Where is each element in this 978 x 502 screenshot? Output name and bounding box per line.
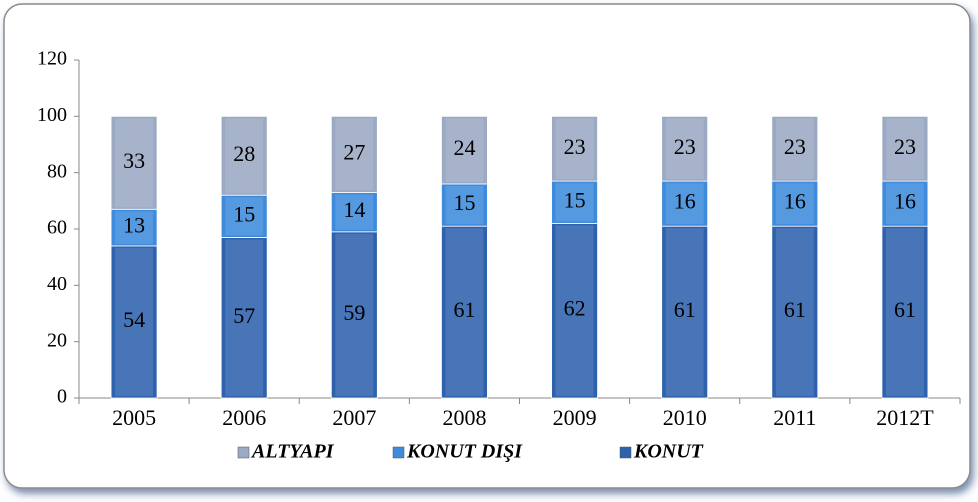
bar-segment: [661, 115, 709, 182]
bar-segment: [551, 180, 598, 224]
legend-swatch: [392, 446, 405, 459]
data-label: 62: [564, 296, 586, 321]
data-label: 27: [343, 139, 365, 164]
y-tick-label: 0: [57, 386, 67, 408]
legend-label: ALTYAPI: [250, 441, 335, 463]
bar-shine: [335, 118, 374, 191]
x-tick-label: 2005: [112, 405, 156, 430]
y-tick-label: 60: [47, 217, 67, 239]
x-tick-label: 2010: [663, 405, 707, 430]
data-label: 61: [674, 297, 696, 322]
x-tick-label: 2006: [222, 405, 266, 430]
data-label: 23: [674, 134, 696, 159]
data-label: 16: [674, 189, 696, 214]
legend-label: KONUT DIŞI: [406, 441, 523, 463]
bar-segment: [551, 115, 598, 182]
data-label: 61: [894, 297, 916, 322]
x-tick-label: 2009: [553, 405, 597, 430]
bar-shine: [775, 183, 814, 225]
bar-segment: [110, 208, 158, 247]
data-label: 54: [123, 307, 145, 332]
y-tick-label: 120: [37, 48, 67, 70]
bar-segment: [551, 222, 598, 399]
data-label: 61: [453, 297, 475, 322]
data-label: 16: [784, 189, 806, 214]
bar-segment: [330, 115, 378, 193]
data-label: 15: [233, 201, 255, 226]
bar-segment: [881, 180, 929, 227]
x-tick-label: 2012T: [876, 405, 934, 430]
bar-shine: [225, 197, 264, 236]
data-label: 14: [343, 197, 365, 222]
bar-segment: [110, 115, 158, 210]
data-label: 59: [343, 300, 365, 325]
bar-shine: [225, 118, 264, 194]
bar-shine: [115, 211, 154, 244]
bar-segment: [220, 194, 268, 238]
bar-segment: [881, 115, 929, 182]
data-label: 57: [233, 303, 255, 328]
bar-shine: [445, 228, 484, 396]
legend-swatch: [619, 446, 632, 459]
bar-segment: [881, 225, 929, 399]
bar-shine: [115, 247, 154, 396]
y-tick-label: 40: [47, 273, 67, 295]
data-label: 13: [123, 213, 145, 238]
data-label: 28: [233, 141, 255, 166]
bar-shine: [775, 118, 814, 180]
data-label: 15: [564, 187, 586, 212]
bar-shine: [335, 194, 374, 230]
bar-shine: [665, 118, 704, 180]
bar-shine: [775, 228, 814, 396]
x-tick-label: 2008: [442, 405, 486, 430]
data-label: 24: [453, 135, 475, 160]
bar-segment: [661, 225, 709, 399]
bar-segment: [110, 245, 158, 399]
bar-shine: [885, 118, 924, 180]
data-label: 33: [123, 148, 145, 173]
bar-shine: [555, 225, 594, 396]
bar-segment: [441, 225, 488, 399]
bar-shine: [555, 118, 594, 180]
bar-shine: [665, 183, 704, 225]
y-tick-label: 20: [47, 329, 67, 351]
bar-segment: [220, 115, 268, 196]
x-tick-label: 2011: [773, 405, 816, 430]
bar-shine: [885, 183, 924, 225]
data-label: 61: [784, 297, 806, 322]
x-tick-label: 2007: [332, 405, 376, 430]
bar-shine: [445, 118, 484, 182]
data-label: 15: [453, 190, 475, 215]
bar-shine: [555, 183, 594, 222]
data-label: 23: [564, 134, 586, 159]
bar-segment: [330, 231, 378, 399]
bar-shine: [665, 228, 704, 396]
legend-swatch: [237, 446, 250, 459]
bar-segment: [771, 225, 819, 399]
bar-segment: [330, 191, 378, 233]
y-tick-label: 80: [47, 160, 67, 182]
data-label: 23: [784, 134, 806, 159]
data-label: 23: [894, 134, 916, 159]
bar-shine: [335, 233, 374, 396]
bar-shine: [885, 228, 924, 396]
bar-shine: [225, 239, 264, 396]
bar-segment: [441, 115, 488, 185]
bar-segment: [771, 180, 819, 227]
bar-shine: [115, 118, 154, 208]
bar-segment: [771, 115, 819, 182]
bar-shine: [445, 185, 484, 225]
y-tick-label: 100: [37, 104, 67, 126]
data-label: 16: [894, 189, 916, 214]
legend-label: KONUT: [633, 441, 704, 463]
